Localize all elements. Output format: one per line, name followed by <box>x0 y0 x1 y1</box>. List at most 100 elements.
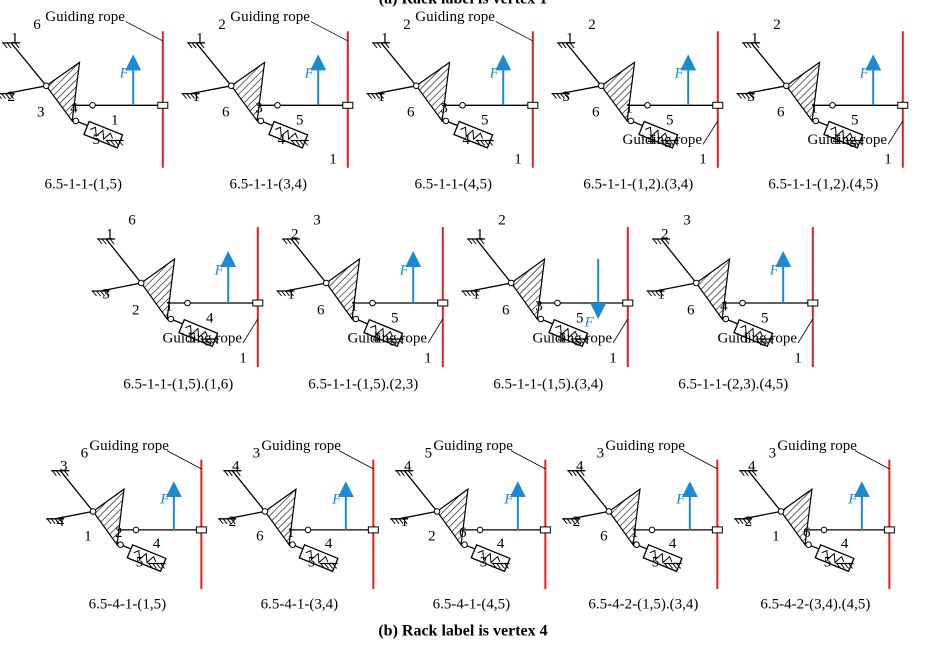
link-label: 1 <box>810 101 818 117</box>
force-label: F <box>399 262 410 278</box>
rack <box>712 527 722 533</box>
rope-leader <box>683 451 717 469</box>
panel-caption: 6.5-1-1-(2,3).(4,5) <box>678 376 788 392</box>
link-label: 1 <box>11 30 19 46</box>
link <box>751 43 786 86</box>
ground-hatch <box>567 519 571 524</box>
link <box>291 239 326 283</box>
rack <box>343 102 353 108</box>
rope-leader <box>798 319 813 343</box>
joint <box>634 542 640 548</box>
link-label: 5 <box>851 112 859 128</box>
link-label: 1 <box>772 529 780 545</box>
joint <box>443 118 449 124</box>
ground-hatch <box>93 291 97 296</box>
rope-label: Guiding rope <box>777 438 857 454</box>
link-label: 4 <box>576 458 584 474</box>
ground-hatch <box>283 239 287 244</box>
ground-hatch <box>219 519 223 524</box>
link <box>576 471 609 512</box>
link-label: 3 <box>747 89 755 105</box>
joint <box>830 103 836 109</box>
link-label: 6 <box>256 529 264 545</box>
link-label: 1 <box>165 298 173 314</box>
link-label: 5 <box>824 555 832 571</box>
link-label: 6 <box>687 302 695 318</box>
rope-label: Guiding rope <box>261 438 341 454</box>
force-label: F <box>119 66 130 82</box>
panel-caption: 6.5-4-1-(1,5) <box>89 596 166 612</box>
joint <box>538 316 544 322</box>
joint <box>185 300 191 306</box>
panel-caption: 6.5-1-1-(1,5).(2,3) <box>308 376 418 392</box>
link-label: 6 <box>502 302 510 318</box>
link-label: 1 <box>377 89 385 105</box>
link-label: 4 <box>232 458 240 474</box>
rope-label: Guiding rope <box>89 438 169 454</box>
link-label: 2 <box>218 17 226 33</box>
link-label: 5 <box>425 445 433 461</box>
link-label: 2 <box>588 17 596 33</box>
link-label: 6 <box>222 105 230 121</box>
link-label: 1 <box>476 226 484 242</box>
force-label: F <box>159 492 170 508</box>
link-label: 6 <box>407 105 415 121</box>
joint <box>118 542 124 548</box>
link-label: 2 <box>745 514 753 530</box>
link-label: 3 <box>597 445 605 461</box>
link-label: 6 <box>459 525 467 541</box>
link-label: 4 <box>372 330 380 346</box>
rope-leader <box>126 22 163 41</box>
link-label: 6 <box>128 212 136 228</box>
link-label: 2 <box>115 525 123 541</box>
joint <box>353 316 359 322</box>
link-label: 5 <box>187 330 195 346</box>
link-label: 1 <box>287 286 295 302</box>
link-label: 1 <box>287 525 295 541</box>
ground-hatch <box>563 519 567 524</box>
ground-hatch <box>396 471 400 476</box>
ground-hatch <box>97 291 101 296</box>
ground-hatch <box>557 94 561 99</box>
joint <box>275 103 281 109</box>
link-label: 4 <box>497 536 505 552</box>
rope-leader <box>496 22 533 41</box>
ground-hatch <box>52 471 56 476</box>
joint <box>43 83 49 89</box>
joint <box>370 300 376 306</box>
ground-hatch <box>652 291 656 296</box>
joint <box>693 280 699 286</box>
rope-leader <box>243 319 258 343</box>
joint <box>228 83 234 89</box>
rope-label: Guiding rope <box>348 330 428 346</box>
link <box>232 471 265 512</box>
link-label: 5 <box>481 112 489 128</box>
link-label: 4 <box>70 101 78 117</box>
link-label: 3 <box>60 458 68 474</box>
link-label: 3 <box>313 212 321 228</box>
ground-hatch <box>648 291 652 296</box>
link-label: 3 <box>769 445 777 461</box>
link-label: 1 <box>884 151 892 167</box>
ground-hatch <box>558 43 562 48</box>
link-label: 2 <box>229 514 237 530</box>
ground-hatch <box>743 43 747 48</box>
link-label: 4 <box>832 132 840 148</box>
link-label: 1 <box>381 30 389 46</box>
link-label: 3 <box>480 555 488 571</box>
joint <box>168 316 174 322</box>
joint <box>649 527 655 533</box>
link <box>60 471 93 512</box>
link-label: 4 <box>206 310 214 326</box>
ground-hatch <box>282 291 286 296</box>
link-label: 6 <box>317 302 325 318</box>
link <box>106 239 141 283</box>
link-label: 1 <box>196 30 204 46</box>
ground-hatch <box>653 239 657 244</box>
link-label: 3 <box>683 212 691 228</box>
rack <box>898 102 908 108</box>
link-label: 5 <box>391 310 399 326</box>
joint <box>821 527 827 533</box>
force-label: F <box>769 262 780 278</box>
ground-hatch <box>463 291 467 296</box>
